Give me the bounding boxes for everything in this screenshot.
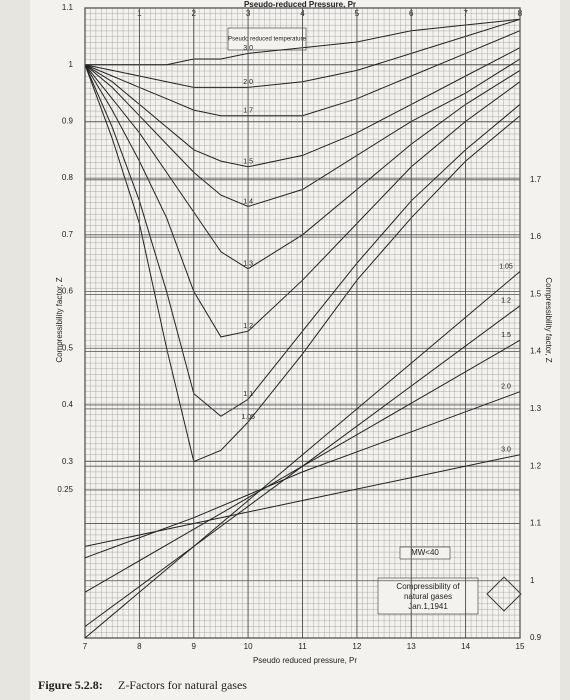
y-tick-label: 0.5 xyxy=(62,343,74,352)
bottom-axis-title: Pseudo reduced pressure, Pr xyxy=(253,656,357,665)
mw-box xyxy=(399,546,451,560)
curve xyxy=(84,47,521,168)
y-tick-label: 1.7 xyxy=(530,175,542,184)
y-tick-label: 0.7 xyxy=(62,230,74,239)
curve-label: 3.0 xyxy=(501,447,511,454)
curve xyxy=(84,64,521,463)
curve xyxy=(84,64,521,417)
logo xyxy=(486,576,522,612)
curve-label: 1.2 xyxy=(501,298,511,305)
source-line: Compressibility of xyxy=(396,582,460,591)
series-title: Pseudo reduced temperature xyxy=(228,37,306,43)
curve-label: 2.0 xyxy=(501,384,511,391)
y-tick-label: 1 xyxy=(530,576,535,585)
series-title-box xyxy=(227,27,307,51)
y-tick-label: 1.5 xyxy=(530,289,542,298)
top-axis-title: Pseudo-reduced Pressure, Pr xyxy=(244,0,356,9)
mw-note: MW<40 xyxy=(411,548,439,557)
curve-label: 1.05 xyxy=(499,263,513,270)
source-box xyxy=(377,577,479,615)
y-tick-label: 1 xyxy=(69,60,74,69)
curve xyxy=(84,64,521,270)
curve xyxy=(84,339,521,593)
curve xyxy=(84,64,521,338)
caption-label: Figure 5.2.8: xyxy=(38,678,103,692)
curve xyxy=(84,30,521,117)
y-tick-label: 1.4 xyxy=(530,347,542,356)
curve xyxy=(84,58,521,208)
y-tick-label: 1.1 xyxy=(62,3,74,12)
y-tick-label: 0.9 xyxy=(62,117,74,126)
y-tick-label: 0.6 xyxy=(62,287,74,296)
curve-label: 1.5 xyxy=(501,332,511,339)
x-tick-label: 10 xyxy=(244,642,253,651)
x-tick-label: 15 xyxy=(516,642,525,651)
x-tick-label: 7 xyxy=(83,642,88,651)
x-tick-label: 13 xyxy=(407,642,416,651)
y-tick-label: 0.4 xyxy=(62,400,74,409)
y-tick-label: 0.3 xyxy=(62,457,74,466)
x-tick-label: 9 xyxy=(192,642,197,651)
y-tick-label: 0.9 xyxy=(530,633,542,642)
x-tick-label: 11 xyxy=(298,642,307,651)
y-tick-label: 1.1 xyxy=(530,519,542,528)
source-line: natural gases xyxy=(404,592,452,601)
curve xyxy=(85,18,521,66)
y-tick-label: 1.6 xyxy=(530,232,542,241)
curve xyxy=(84,271,521,639)
y-tick-label: 1.2 xyxy=(530,461,542,470)
x-tick-label: 8 xyxy=(137,642,142,651)
y-axis-title-right: Compressibility factor, Z xyxy=(544,277,553,362)
caption-text: Z-Factors for natural gases xyxy=(118,678,247,692)
curve xyxy=(84,18,521,88)
y-axis-title: Compressibility factor, Z xyxy=(55,277,64,362)
y-tick-label: 0.8 xyxy=(62,173,74,182)
x-tick-label: 12 xyxy=(352,642,361,651)
source-line: Jan.1,1941 xyxy=(408,602,448,611)
x-tick-label: 14 xyxy=(461,642,470,651)
y-tick-label: 0.25 xyxy=(57,485,73,494)
curve xyxy=(84,454,521,547)
y-tick-label: 1.3 xyxy=(530,404,542,413)
